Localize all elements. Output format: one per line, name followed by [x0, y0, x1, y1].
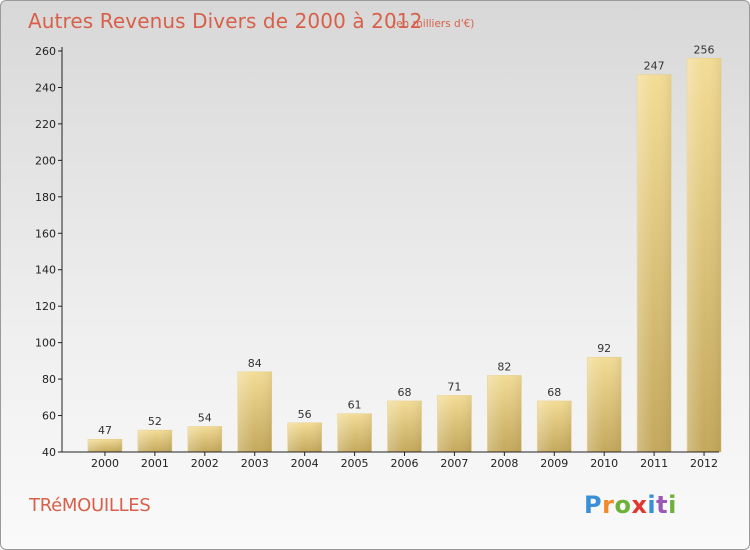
bar-shade-2001: [137, 430, 172, 452]
data-label-2002: 54: [198, 411, 212, 424]
bar-shade-2002: [187, 426, 222, 452]
data-label-2001: 52: [148, 415, 162, 428]
x-tick-label-2009: 2009: [540, 457, 568, 470]
bar-group-2005: 61: [337, 399, 372, 453]
bar-group-2002: 54: [187, 411, 223, 453]
x-axis: 2000 2001 2002 2003 2004 2005 2006 2007 2008 2009…: [62, 451, 719, 470]
bar-group-2007: 71: [437, 380, 472, 453]
x-tick-label-2011: 2011: [640, 457, 668, 470]
chart-subtitle: (en milliers d'€): [392, 18, 475, 30]
y-tick-label: 200: [35, 154, 56, 167]
bar-shade-2012: [687, 58, 722, 453]
data-label-2011: 247: [644, 60, 665, 73]
bar-shade-2007: [437, 395, 472, 452]
bar-shade-2008: [487, 375, 522, 452]
y-tick-label: 100: [35, 337, 56, 350]
bars-group: 47 52 54 84 56 61 68 71 82 68 92 247 256: [87, 43, 722, 453]
data-label-2006: 68: [398, 386, 412, 399]
data-label-2009: 68: [547, 386, 561, 399]
logo-letter: t: [656, 491, 669, 519]
data-label-2010: 92: [597, 342, 611, 355]
logo-letter: i: [647, 491, 657, 519]
x-tick-label-2005: 2005: [341, 457, 369, 470]
logo-letter: o: [614, 491, 632, 519]
bar-group-2006: 68: [387, 386, 422, 453]
commune-name: TRéMOUILLES: [29, 495, 151, 516]
bar-shade-2009: [537, 400, 572, 452]
bar-shade-2005: [337, 413, 372, 452]
bar-group-2009: 68: [536, 386, 572, 453]
data-label-2005: 61: [348, 399, 362, 412]
y-tick-label: 60: [42, 410, 56, 423]
y-tick-label: 160: [35, 227, 56, 240]
x-tick-label-2008: 2008: [490, 457, 518, 470]
x-tick-label-2004: 2004: [291, 457, 319, 470]
y-tick-label: 80: [42, 373, 56, 386]
data-label-2004: 56: [298, 408, 312, 421]
bar-group-2004: 56: [287, 408, 322, 453]
y-tick-label: 40: [42, 446, 56, 459]
y-tick-label: 240: [35, 81, 56, 94]
y-tick-label: 220: [35, 118, 56, 131]
bar-group-2010: 92: [586, 342, 622, 453]
x-tick-label-2003: 2003: [241, 457, 269, 470]
y-tick-label: 260: [35, 45, 56, 58]
y-tick-label: 140: [35, 264, 56, 277]
y-tick-label: 180: [35, 191, 56, 204]
bar-shade-2000: [87, 439, 122, 452]
logo-letter: r: [602, 491, 615, 519]
chart-title: Autres Revenus Divers de 2000 à 2012: [28, 9, 423, 33]
data-label-2007: 71: [447, 380, 461, 393]
x-tick-label-2002: 2002: [191, 457, 219, 470]
bar-shade-2004: [287, 422, 322, 452]
bar-group-2003: 84: [237, 357, 273, 453]
bar-group-2008: 82: [487, 360, 522, 453]
data-label-2003: 84: [248, 357, 262, 370]
x-tick-label-2010: 2010: [590, 457, 618, 470]
bar-group-2001: 52: [137, 415, 173, 453]
x-tick-label-2000: 2000: [91, 457, 119, 470]
x-tick-label-2006: 2006: [391, 457, 419, 470]
logo-letter: P: [584, 491, 603, 519]
data-label-2008: 82: [497, 360, 511, 373]
bar-shade-2003: [237, 371, 272, 452]
bar-group-2000: 47: [87, 424, 123, 453]
logo-letter: i: [668, 491, 677, 519]
data-label-2000: 47: [98, 424, 112, 437]
logo-letter: x: [631, 491, 648, 519]
bar-group-2011: 247: [636, 60, 672, 453]
proxiti-logo[interactable]: Proxiti: [584, 491, 677, 519]
y-axis: 40 60 80 100 120 140 160 180 200 220 240 260: [35, 45, 63, 459]
bar-shade-2006: [387, 400, 422, 452]
bar-group-2012: 256: [686, 43, 722, 453]
x-tick-label-2001: 2001: [141, 457, 169, 470]
x-tick-label-2007: 2007: [440, 457, 468, 470]
y-tick-label: 120: [35, 300, 56, 313]
bar-shade-2011: [637, 74, 672, 452]
x-tick-label-2012: 2012: [690, 457, 718, 470]
bar-shade-2010: [587, 357, 622, 452]
data-label-2012: 256: [694, 43, 715, 56]
